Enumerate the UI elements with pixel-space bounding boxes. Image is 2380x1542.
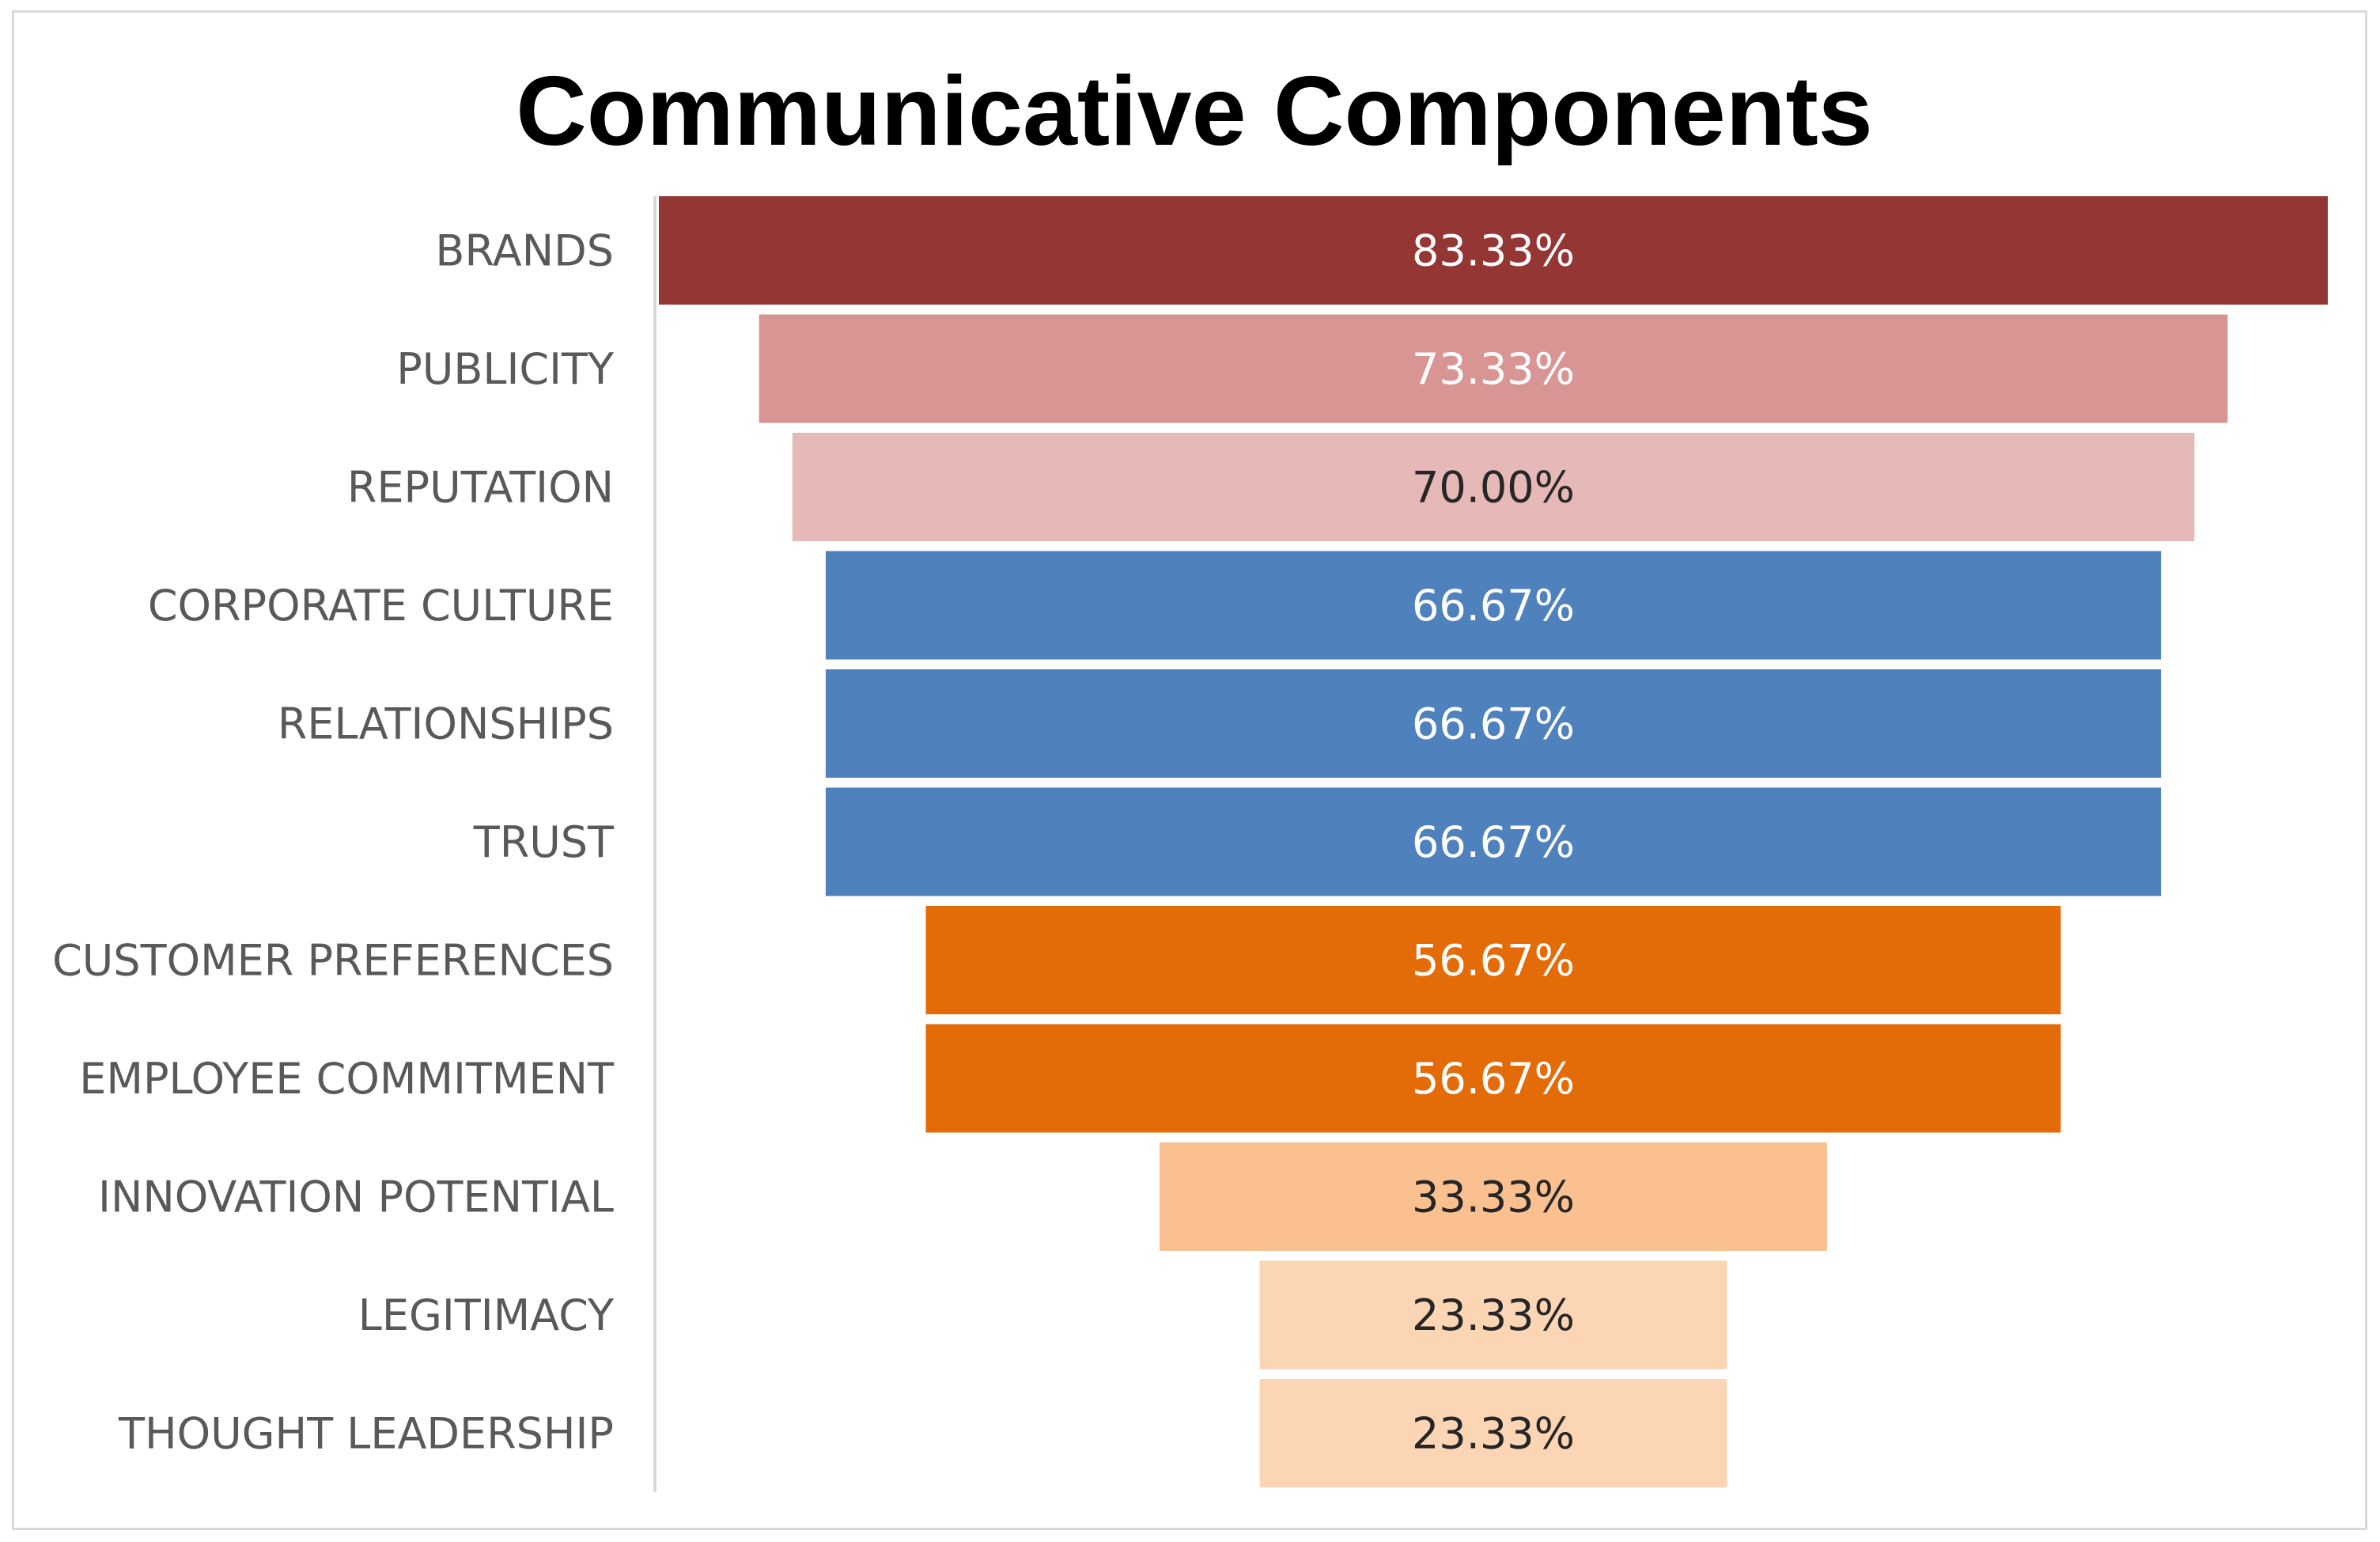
category-label: PUBLICITY <box>396 344 615 394</box>
category-label: EMPLOYEE COMMITMENT <box>79 1054 615 1104</box>
category-label: LEGITIMACY <box>358 1290 615 1340</box>
funnel-bar <box>1259 1260 1727 1370</box>
funnel-bar <box>825 551 2162 660</box>
category-label: REPUTATION <box>347 463 614 513</box>
value-label: 73.33% <box>1412 344 1575 394</box>
funnel-bar <box>792 433 2195 541</box>
category-label: RELATIONSHIPS <box>278 699 614 749</box>
value-label: 56.67% <box>1412 1054 1575 1104</box>
funnel-bar <box>1160 1142 1827 1251</box>
funnel-bar <box>925 1024 2061 1133</box>
value-label: 83.33% <box>1412 226 1575 276</box>
chart-frame: Communicative Components BRANDS PUBLICITY… <box>12 10 2367 1530</box>
value-label: 23.33% <box>1412 1290 1575 1340</box>
funnel-bar <box>659 196 2328 305</box>
funnel-chart: Communicative Components BRANDS PUBLICITY… <box>52 57 2328 1492</box>
bars-layer <box>659 196 2328 1487</box>
funnel-bar <box>1259 1379 1727 1487</box>
value-label: 23.33% <box>1412 1409 1575 1459</box>
category-label: CORPORATE CULTURE <box>148 581 614 631</box>
funnel-bar <box>925 906 2061 1014</box>
category-label: INNOVATION POTENTIAL <box>98 1173 614 1222</box>
funnel-bar <box>825 787 2162 896</box>
category-label: CUSTOMER PREFERENCES <box>52 936 614 986</box>
value-label: 33.33% <box>1412 1173 1575 1222</box>
funnel-bar <box>759 314 2228 423</box>
chart-title: Communicative Components <box>516 57 1873 166</box>
value-label: 66.67% <box>1412 817 1575 867</box>
category-label: TRUST <box>473 817 615 867</box>
category-label: THOUGHT LEADERSHIP <box>118 1409 614 1459</box>
category-labels: BRANDS PUBLICITY REPUTATION CORPORATE CULTU… <box>52 226 615 1459</box>
value-label: 70.00% <box>1412 463 1575 513</box>
category-label: BRANDS <box>435 226 614 276</box>
value-label: 66.67% <box>1412 581 1575 631</box>
funnel-bar <box>825 669 2162 778</box>
value-labels: 83.33% 73.33% 70.00% 66.67% 66.67% 66.67% 56.6… <box>1412 226 1575 1459</box>
value-label: 56.67% <box>1412 936 1575 986</box>
value-label: 66.67% <box>1412 699 1575 749</box>
